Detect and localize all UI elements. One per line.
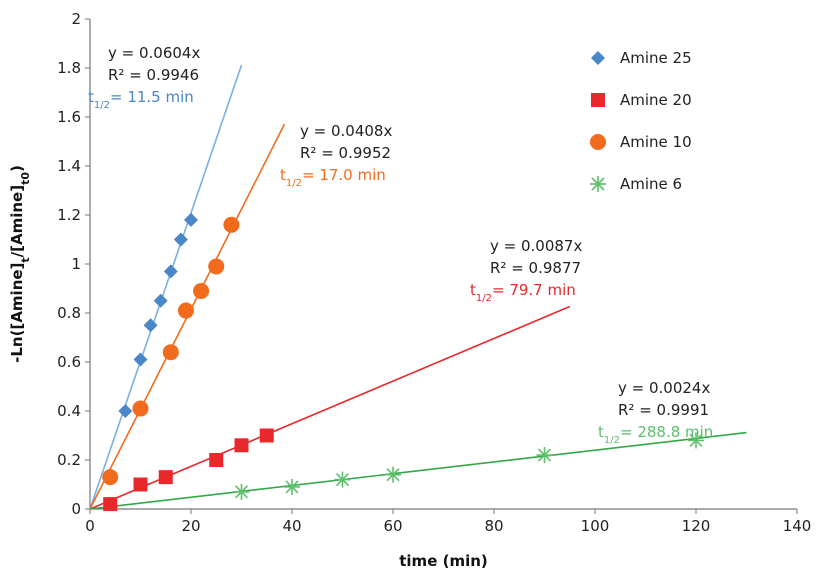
fit-lines (89, 64, 747, 510)
data-point (536, 447, 553, 464)
data-point (184, 212, 198, 227)
data-point (102, 469, 119, 486)
data-point (233, 483, 250, 500)
x-tick-label: 120 (682, 517, 711, 535)
legend-marker (591, 51, 605, 65)
data-point (334, 471, 351, 488)
y-tick-label: 0.2 (57, 451, 81, 469)
legend-label: Amine 20 (620, 91, 692, 109)
x-tick-label: 80 (484, 517, 503, 535)
x-tick-label: 60 (383, 517, 402, 535)
data-point (132, 400, 149, 417)
fit-line-amine-6 (89, 431, 747, 510)
x-tick-label: 20 (181, 517, 200, 535)
data-point (162, 344, 179, 361)
y-tick-label: 1.6 (57, 108, 81, 126)
y-axis-ticks: 0 0.2 0.4 0.6 0.8 1 1.2 1.4 1.6 1.8 2 (57, 10, 90, 518)
fit-equation: y = 0.0087x (490, 237, 582, 255)
data-point (153, 293, 168, 308)
data-point (193, 282, 210, 299)
data-point (385, 466, 401, 483)
fit-line-amine-25 (89, 64, 243, 510)
x-axis-ticks: 0 20 40 60 80 100 120 140 (85, 509, 811, 535)
data-point (208, 258, 225, 275)
data-point (133, 477, 148, 492)
fit-equation: y = 0.0408x (300, 122, 392, 140)
legend-label: Amine 6 (620, 175, 682, 193)
data-point (163, 264, 178, 279)
y-tick-label: 1.4 (57, 157, 81, 175)
data-point (223, 216, 240, 233)
y-tick-label: 0 (71, 500, 81, 518)
data-point (118, 404, 133, 418)
y-tick-label: 2 (71, 10, 81, 28)
y-tick-label: 0.4 (57, 402, 81, 420)
legend-marker (590, 176, 606, 192)
fit-half-life: t1/2= 11.5 min (88, 88, 194, 111)
legend-item-amine-25: Amine 25 (591, 49, 692, 67)
data-point (103, 497, 118, 512)
legend-marker (591, 93, 605, 107)
y-axis-title: -Ln([Amine]t/[Amine]t0) (8, 165, 32, 363)
data-point (143, 318, 158, 333)
x-tick-label: 140 (783, 517, 812, 535)
y-tick-label: 0.6 (57, 353, 81, 371)
data-point (158, 470, 173, 485)
x-tick-label: 40 (282, 517, 301, 535)
legend-item-amine-10: Amine 10 (590, 133, 692, 151)
fit-r-squared: R² = 0.9946 (108, 66, 199, 84)
data-point (284, 478, 300, 495)
y-tick-label: 1.8 (57, 59, 81, 77)
data-point (209, 453, 224, 467)
data-point (234, 438, 249, 453)
legend-item-amine-6: Amine 6 (590, 175, 682, 193)
x-axis-title: time (min) (399, 552, 488, 570)
data-point (688, 432, 704, 449)
y-tick-label: 0.8 (57, 304, 81, 322)
legend-label: Amine 10 (620, 133, 692, 151)
fit-half-life: t1/2= 17.0 min (280, 166, 386, 189)
data-point (177, 302, 194, 319)
fit-half-life: t1/2= 288.8 min (598, 423, 713, 446)
y-tick-label: 1 (71, 255, 81, 273)
fit-r-squared: R² = 0.9991 (618, 401, 709, 419)
legend: Amine 25 Amine 20 Amine 10 Amine 6 (590, 49, 692, 193)
x-tick-label: 100 (581, 517, 610, 535)
fit-equation: y = 0.0024x (618, 379, 710, 397)
fit-equation: y = 0.0604x (108, 44, 200, 62)
fit-annotations: y = 0.0604x R² = 0.9946 t1/2= 11.5 min y = … (88, 44, 713, 446)
data-point (259, 428, 274, 443)
fit-half-life: t1/2= 79.7 min (470, 281, 576, 304)
legend-item-amine-20: Amine 20 (591, 91, 692, 109)
legend-label: Amine 25 (620, 49, 692, 67)
y-tick-label: 1.2 (57, 206, 81, 224)
fit-r-squared: R² = 0.9877 (490, 259, 581, 277)
x-tick-label: 0 (85, 517, 95, 535)
fit-r-squared: R² = 0.9952 (300, 144, 391, 162)
data-points (102, 212, 704, 512)
legend-marker (590, 134, 606, 150)
data-point (173, 232, 188, 247)
data-point (133, 352, 148, 367)
